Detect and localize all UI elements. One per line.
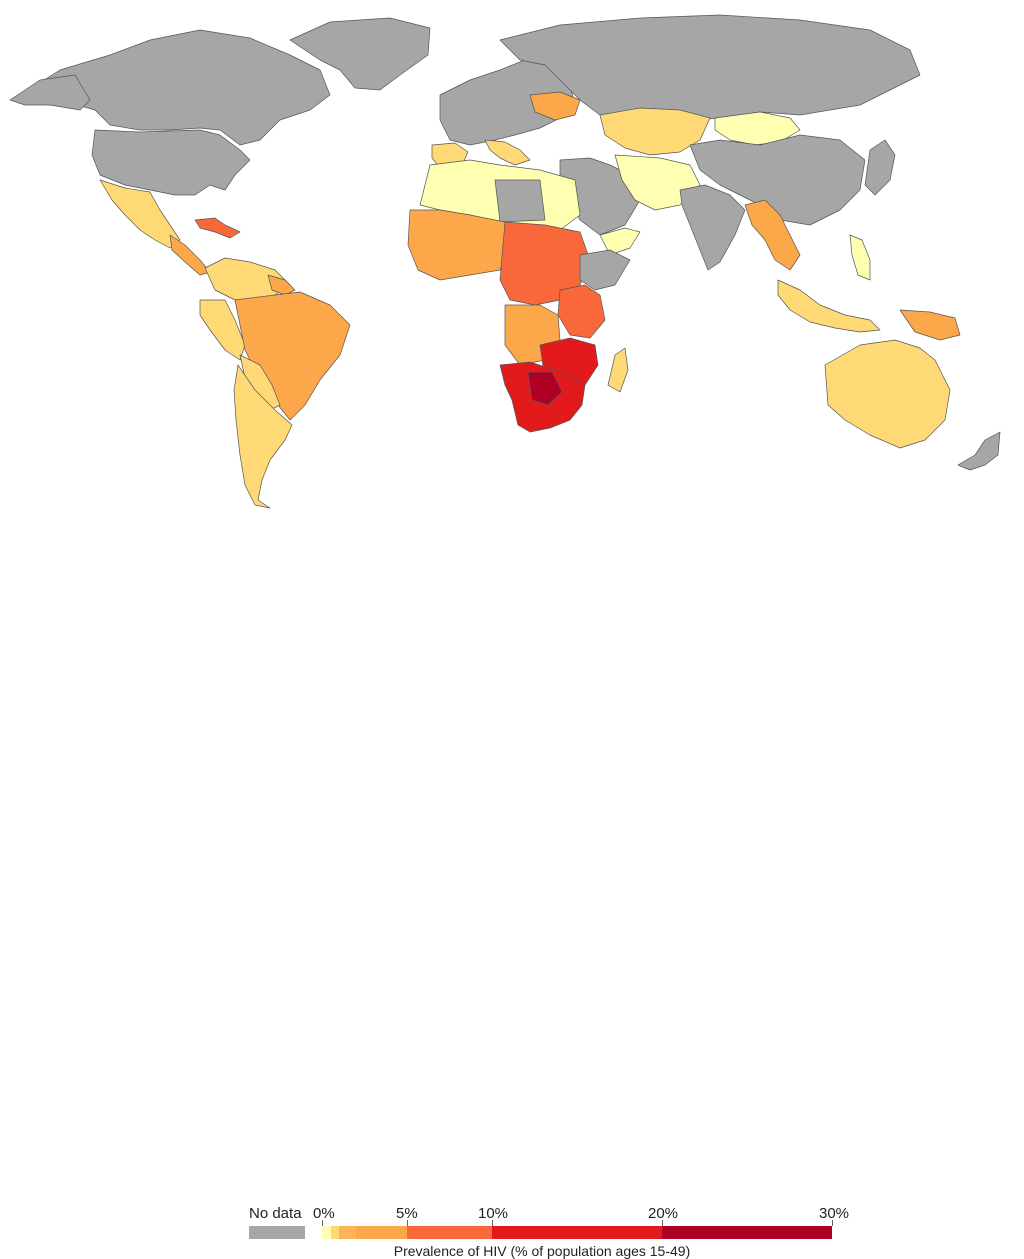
world-map <box>9 14 1001 509</box>
legend: No data 0% 5% 10% 20% 30% Prevalence of … <box>0 600 1024 1259</box>
region-india <box>679 184 746 271</box>
region-libya <box>494 179 546 223</box>
legend-bin-5 <box>492 1226 662 1239</box>
region-ukraine <box>529 91 581 121</box>
legend-tick-mark-0 <box>322 1220 323 1226</box>
region-japan <box>864 139 896 196</box>
legend-bin-6 <box>662 1226 832 1239</box>
region-china <box>689 134 866 226</box>
region-new-zealand <box>957 431 1001 471</box>
region-peru <box>199 299 246 361</box>
legend-tick-30: 30% <box>819 1205 850 1222</box>
region-guianas <box>267 274 296 296</box>
region-iran-afg <box>614 154 701 211</box>
region-central-america <box>169 234 211 276</box>
legend-tick-mark-10 <box>492 1220 493 1226</box>
region-greenland <box>289 17 431 91</box>
region-brazil <box>234 291 351 421</box>
region-caribbean <box>194 217 241 239</box>
legend-tick-20: 20% <box>648 1205 679 1222</box>
region-russia <box>499 14 921 121</box>
legend-tick-mark-5 <box>407 1220 408 1226</box>
legend-caption: Prevalence of HIV (% of population ages … <box>393 1243 691 1259</box>
legend-bin-1 <box>330 1226 339 1239</box>
region-madagascar <box>607 347 629 393</box>
region-png <box>899 309 961 341</box>
legend-tick-0: 0% <box>313 1205 335 1222</box>
legend-bin-2 <box>339 1226 356 1239</box>
region-philippines <box>849 234 871 281</box>
legend-bin-4 <box>407 1226 492 1239</box>
legend-tick-mark-30 <box>832 1220 833 1226</box>
region-horn-of-africa <box>579 249 631 291</box>
legend-bin-3 <box>356 1226 407 1239</box>
region-east-africa <box>557 284 606 339</box>
region-southern-cone <box>233 364 293 509</box>
legend-tick-mark-20 <box>662 1220 663 1226</box>
legend-no-data-swatch <box>249 1226 305 1239</box>
region-west-africa <box>407 209 511 281</box>
region-botswana <box>527 371 563 406</box>
legend-tick-10: 10% <box>478 1205 509 1222</box>
region-alaska <box>9 74 91 111</box>
legend-no-data-label: No data <box>249 1205 302 1222</box>
region-canada <box>19 29 331 146</box>
region-central-asia <box>599 107 711 156</box>
legend-bin-0 <box>322 1226 331 1239</box>
region-indonesia <box>777 279 881 333</box>
region-usa <box>91 129 251 196</box>
region-australia <box>824 339 951 449</box>
region-se-asia <box>744 199 801 271</box>
region-italy-balkans <box>484 139 531 166</box>
